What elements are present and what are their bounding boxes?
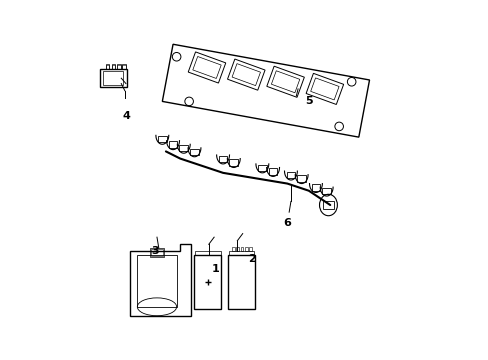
Bar	[322, 188, 330, 194]
Text: 1: 1	[212, 264, 219, 274]
Bar	[311, 184, 320, 191]
Bar	[297, 175, 305, 182]
Bar	[195, 251, 220, 255]
Bar	[111, 64, 115, 69]
Bar	[228, 255, 255, 309]
Bar	[151, 249, 163, 256]
Bar	[158, 136, 166, 143]
Text: 3: 3	[151, 247, 159, 256]
Bar	[103, 71, 123, 85]
Bar	[190, 149, 198, 155]
Bar	[117, 64, 121, 69]
Bar	[149, 248, 164, 257]
Polygon shape	[162, 44, 369, 137]
Bar	[122, 64, 125, 69]
Bar	[240, 247, 243, 251]
Bar	[168, 141, 177, 148]
Bar	[229, 251, 254, 255]
Bar	[244, 247, 247, 251]
Bar	[194, 255, 221, 309]
Bar	[111, 64, 115, 69]
Bar	[286, 172, 295, 178]
Polygon shape	[130, 244, 190, 316]
Bar	[236, 247, 239, 251]
Bar	[106, 64, 109, 69]
Text: 4: 4	[122, 111, 130, 121]
Text: 6: 6	[283, 218, 291, 228]
Bar	[122, 64, 125, 69]
Bar	[229, 159, 238, 166]
Bar	[106, 64, 109, 69]
Text: 2: 2	[247, 253, 255, 264]
Bar	[248, 247, 251, 251]
Bar	[100, 69, 126, 87]
Bar	[323, 202, 333, 208]
Bar	[268, 168, 277, 175]
Bar	[137, 255, 176, 307]
Bar	[179, 145, 188, 152]
Bar	[218, 156, 227, 162]
Bar	[231, 247, 234, 251]
Text: 5: 5	[305, 96, 312, 107]
Bar	[258, 165, 266, 171]
Bar	[117, 64, 121, 69]
